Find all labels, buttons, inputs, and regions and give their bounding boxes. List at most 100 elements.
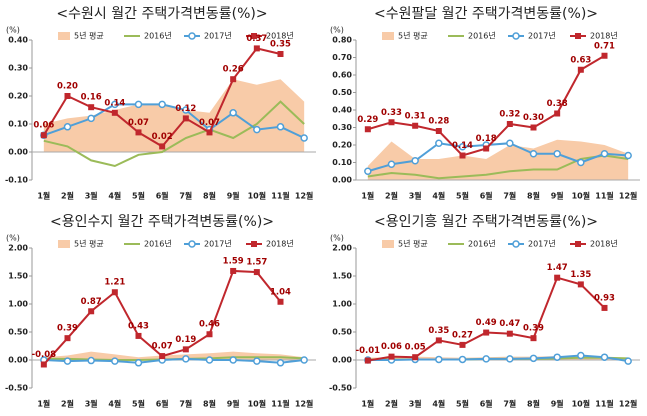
point: [387, 160, 396, 168]
data-label: 0.16: [81, 93, 102, 103]
data-label: 0.19: [175, 335, 196, 345]
data-label: 0.35: [270, 40, 291, 50]
point: [506, 355, 514, 363]
point: [134, 359, 143, 367]
y-tick-label: 0.20: [8, 92, 28, 101]
point: [577, 158, 585, 167]
legend-swatch: [382, 240, 394, 248]
data-label: 0.14: [104, 98, 125, 108]
point: [483, 145, 490, 152]
data-label: 0.31: [405, 111, 426, 121]
y-tick-label: 1.00: [332, 300, 352, 309]
data-label: 1.35: [570, 270, 591, 280]
x-tick-label: 1월: [361, 399, 374, 409]
point: [206, 331, 213, 338]
x-tick-label: 7월: [179, 191, 192, 201]
point: [483, 329, 490, 336]
x-tick-label: 12월: [295, 191, 314, 201]
legend-marker: [575, 33, 581, 39]
y-tick-label: 0.10: [332, 158, 352, 167]
legend-swatch: [58, 240, 70, 248]
x-tick-label: 2월: [61, 399, 74, 409]
x-tick-label: 5월: [456, 191, 469, 201]
point: [577, 351, 585, 360]
series-line: [43, 100, 305, 168]
x-tick-label: 8월: [203, 191, 216, 201]
point: [364, 357, 371, 364]
x-tick-label: 3월: [409, 191, 422, 201]
point: [64, 335, 71, 342]
point: [553, 150, 561, 158]
y-tick-label: 0.40: [8, 36, 28, 45]
point: [458, 143, 467, 151]
point: [624, 151, 632, 160]
point: [159, 143, 166, 150]
point: [300, 356, 308, 364]
y-tick-label: 1.00: [8, 300, 28, 309]
x-tick-label: 4월: [432, 399, 445, 409]
x-tick-label: 10월: [248, 399, 267, 409]
data-label: 0.26: [223, 65, 244, 75]
x-tick-label: 9월: [227, 191, 240, 201]
legend-label: 2016년: [468, 31, 496, 41]
chart-title: <수원팔달 월간 주택가격변동률(%)>: [374, 6, 598, 22]
point: [158, 100, 166, 109]
point: [554, 274, 561, 281]
point: [506, 330, 513, 337]
x-tick-label: 7월: [503, 399, 516, 409]
y-tick-label: -0.10: [5, 176, 28, 185]
point: [412, 354, 419, 361]
point: [88, 104, 95, 111]
data-label: 0.32: [499, 110, 520, 120]
legend-marker: [512, 32, 520, 40]
point: [182, 115, 189, 122]
x-tick-label: 4월: [432, 191, 445, 201]
point: [600, 150, 609, 158]
x-tick-label: 2월: [385, 399, 398, 409]
data-label: 0.37: [246, 34, 267, 44]
x-tick-label: 9월: [227, 399, 240, 409]
data-label: 0.02: [152, 132, 173, 142]
x-tick-label: 11월: [271, 399, 290, 409]
point: [412, 122, 419, 129]
chart-title: <용인기흥 월간 주택가격변동률(%)>: [374, 214, 598, 230]
data-label: 0.71: [594, 41, 615, 51]
y-tick-label: 0.60: [332, 71, 352, 80]
x-tick-label: 10월: [248, 191, 267, 201]
y-tick-label: 0.00: [8, 148, 28, 157]
y-tick-label: 2.00: [332, 244, 352, 253]
point: [87, 356, 95, 365]
point: [159, 353, 166, 360]
point: [300, 134, 308, 142]
point: [529, 354, 538, 363]
point: [135, 129, 142, 136]
y-axis-unit: (%): [6, 234, 20, 243]
area: [367, 139, 629, 180]
data-label: 0.63: [570, 55, 591, 65]
point: [206, 129, 213, 136]
point: [230, 76, 237, 83]
data-label: 0.06: [33, 121, 54, 131]
point: [253, 45, 260, 52]
point: [182, 355, 190, 363]
point: [529, 150, 538, 158]
series-line: [367, 354, 629, 363]
point: [459, 341, 466, 348]
point: [229, 356, 237, 364]
point: [388, 353, 395, 360]
point: [459, 152, 466, 159]
point: [88, 308, 95, 315]
y-tick-label: 0.40: [332, 106, 352, 115]
data-label: 0.87: [81, 297, 102, 307]
y-tick-label: 0.70: [332, 53, 352, 62]
point: [530, 335, 537, 342]
series-line: [367, 154, 629, 180]
data-label: 0.05: [405, 343, 426, 353]
point: [388, 119, 395, 126]
point: [253, 357, 261, 365]
point: [506, 121, 513, 127]
x-tick-label: 11월: [271, 191, 290, 201]
data-label: 0.07: [199, 118, 220, 128]
legend-marker: [188, 32, 196, 40]
x-tick-label: 6월: [156, 399, 169, 409]
